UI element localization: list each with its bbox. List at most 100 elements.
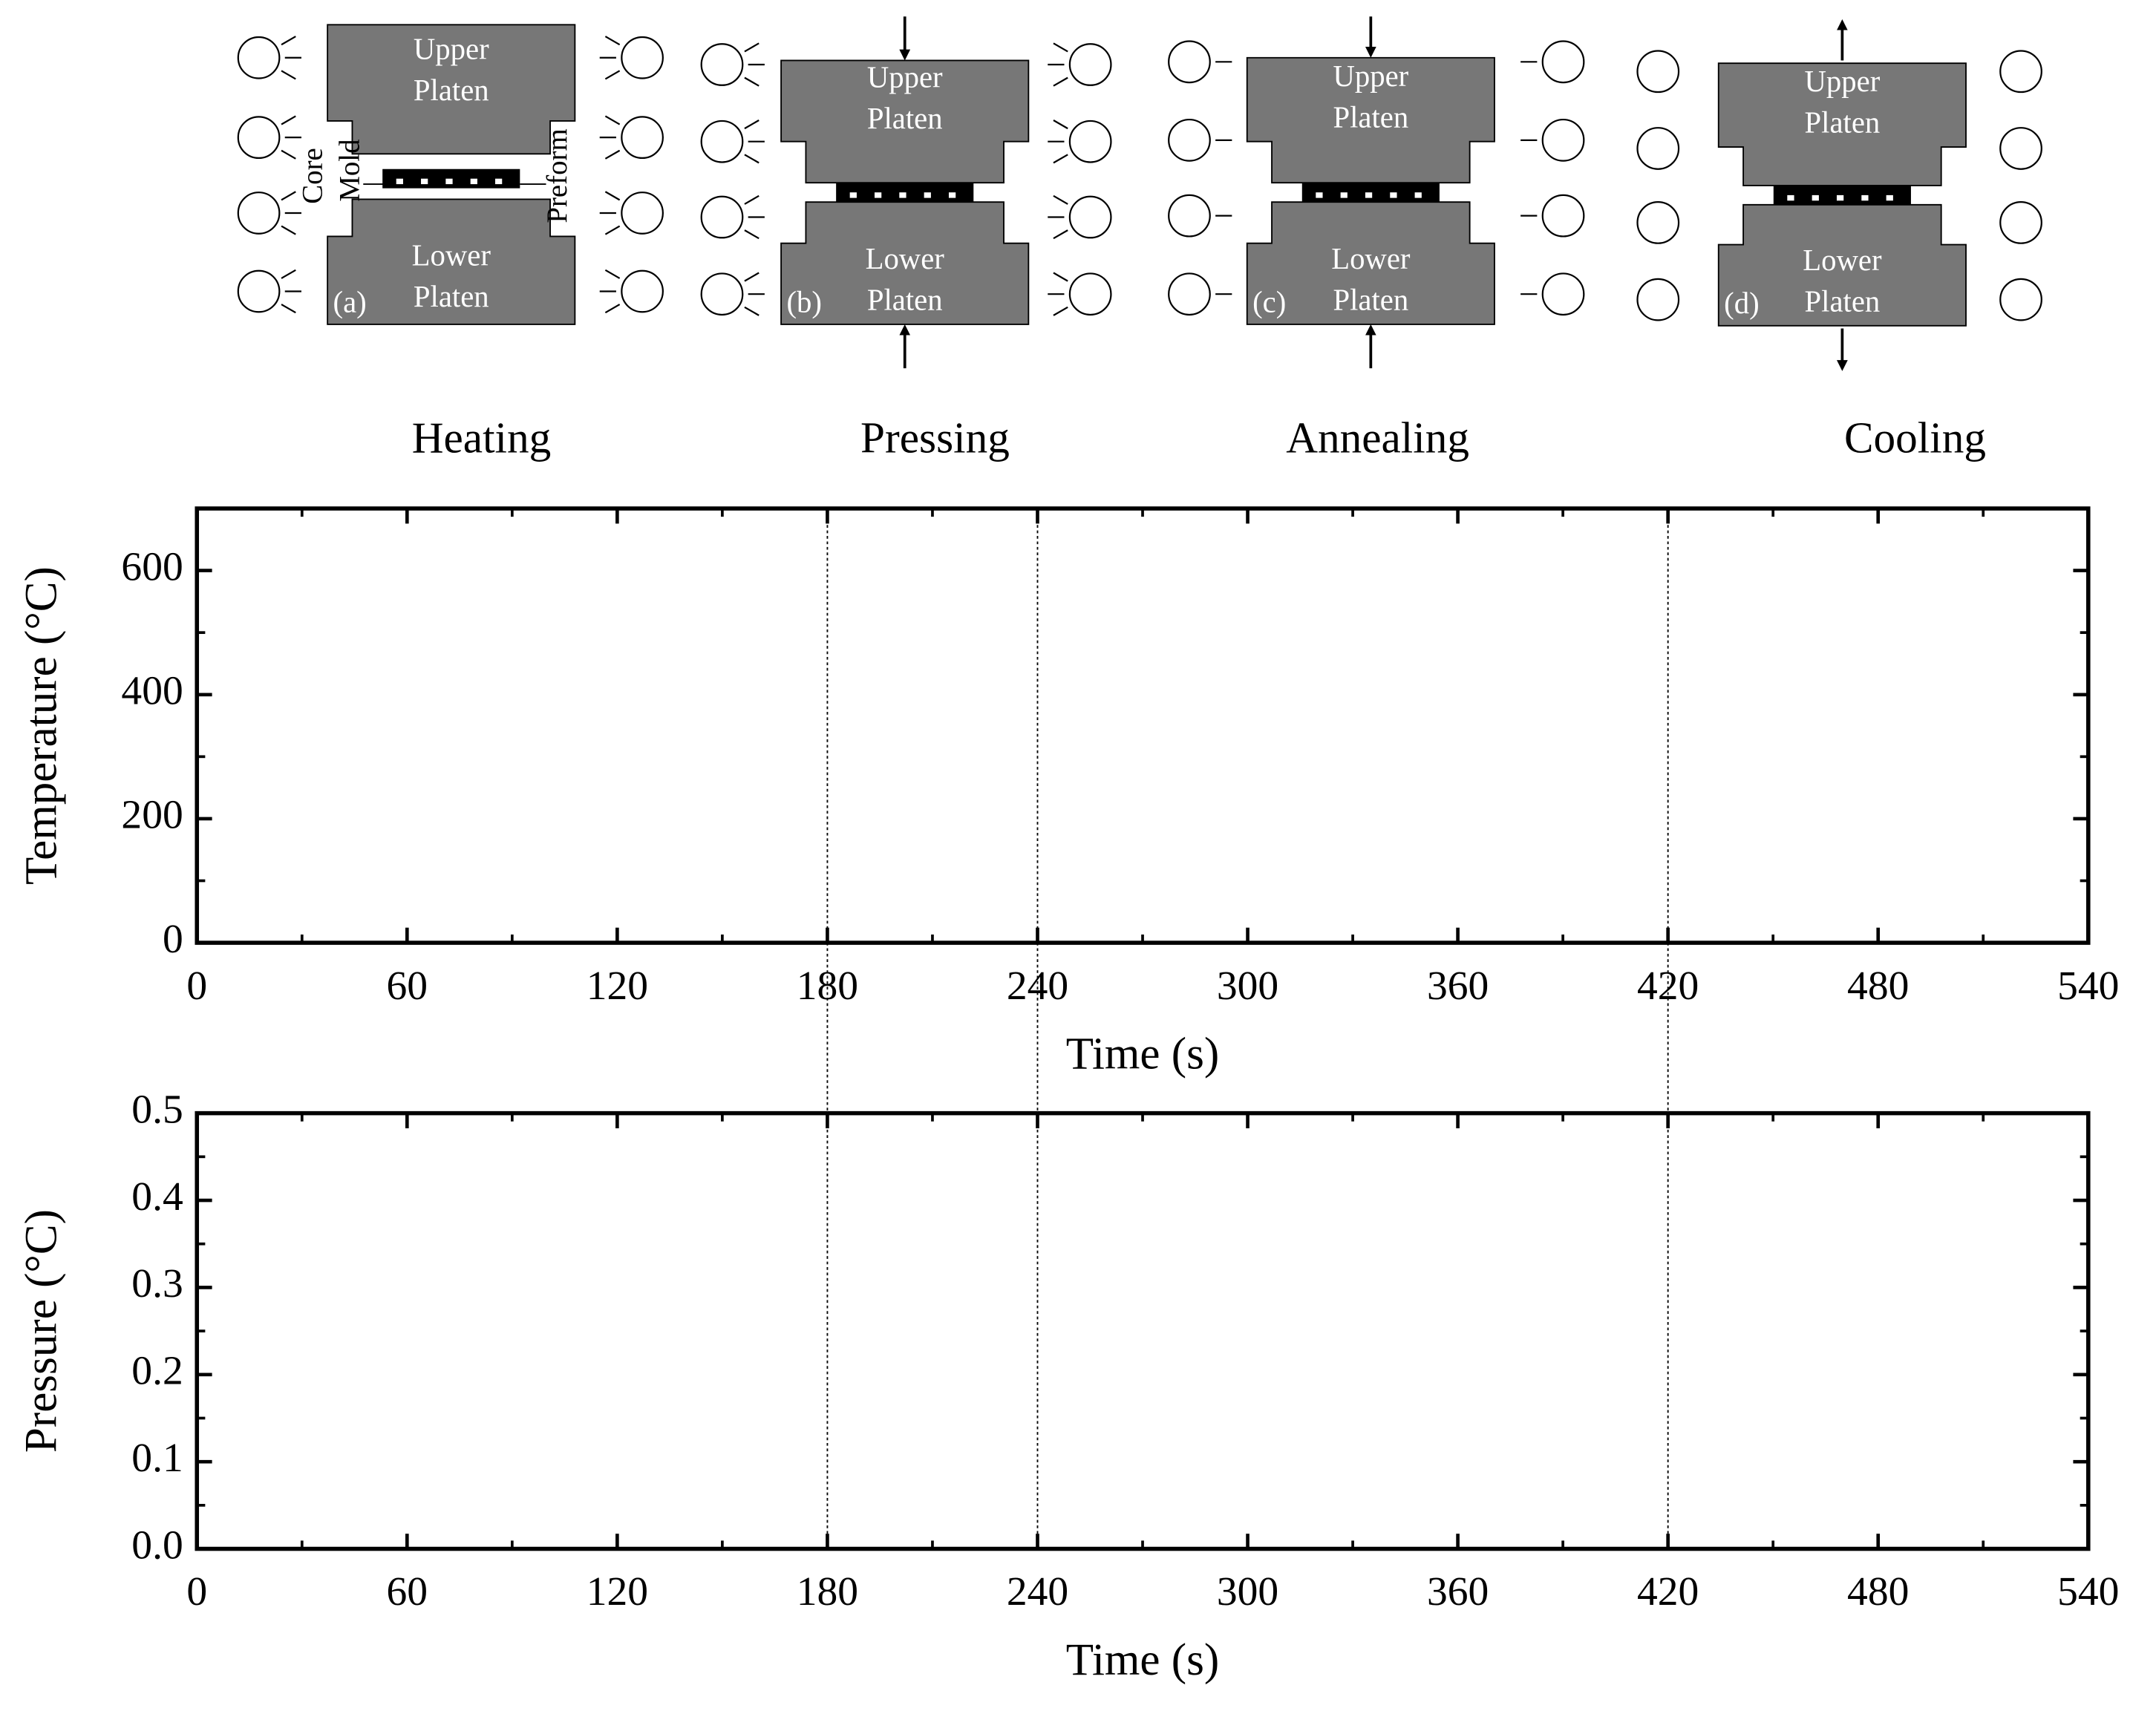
part-label: Core — [296, 148, 328, 204]
core-dot — [899, 192, 906, 198]
lamp — [1999, 127, 2042, 170]
lamp-ray — [744, 154, 760, 164]
core-dot — [1316, 192, 1323, 198]
lower-platen — [780, 201, 1030, 325]
lamp — [1168, 118, 1211, 162]
lamp — [237, 116, 281, 160]
core-dot — [470, 178, 477, 185]
x-tick-label: 480 — [1847, 1569, 1909, 1615]
lamp — [1999, 278, 2042, 321]
platen-label: Lower — [412, 238, 491, 272]
panel-label: (d) — [1724, 287, 1759, 320]
panel-label: (a) — [333, 285, 367, 318]
platen-label: Platen — [867, 284, 943, 317]
y-tick-label: 0 — [163, 917, 183, 962]
lamp-ray — [1053, 154, 1068, 164]
platen-label: Lower — [866, 242, 945, 275]
x-tick-label: 360 — [1427, 964, 1489, 1009]
lamp — [1636, 201, 1680, 244]
y-tick-label: 600 — [121, 544, 183, 589]
x-tick-label: 240 — [1007, 1569, 1068, 1615]
y-axis-title: Pressure (°C) — [17, 1209, 67, 1453]
lamp — [1068, 195, 1112, 239]
part-label: Mold — [333, 139, 365, 201]
lamp — [1999, 50, 2042, 94]
x-tick-label: 120 — [587, 1569, 648, 1615]
core-dot — [849, 192, 857, 198]
upper-platen — [1246, 56, 1495, 184]
lamp-ray — [1053, 272, 1068, 282]
stage-label: Pressing — [860, 413, 1010, 462]
core-dot — [1836, 194, 1844, 201]
lamp-ray — [1053, 42, 1068, 53]
lamp-ray — [1053, 229, 1068, 240]
lower-platen — [1717, 203, 1967, 327]
x-tick-label: 420 — [1637, 1569, 1699, 1615]
x-tick-label: 420 — [1637, 964, 1699, 1009]
core-dot — [874, 192, 882, 198]
x-tick-label: 0 — [186, 964, 207, 1009]
y-tick-label: 200 — [121, 793, 183, 838]
lamp — [621, 192, 664, 235]
core-dot — [924, 192, 931, 198]
lamp-ray — [604, 149, 621, 160]
lamp — [621, 116, 664, 160]
lamp-ray — [1053, 306, 1068, 316]
core-dot — [948, 192, 956, 198]
lamp-ray — [604, 225, 621, 235]
lamp — [1541, 194, 1585, 238]
upper-platen — [1717, 62, 1967, 186]
lamp — [237, 192, 281, 235]
lamp-ray — [604, 70, 621, 80]
plot-frame — [195, 506, 2091, 945]
y-tick-label: 0.5 — [131, 1087, 183, 1132]
stage-label: Heating — [412, 413, 552, 462]
platen-label: Platen — [1804, 106, 1880, 140]
x-tick-label: 300 — [1217, 964, 1278, 1009]
core-dot — [1340, 192, 1348, 198]
platen-label: Upper — [867, 61, 943, 94]
platen-label: Lower — [1331, 242, 1411, 275]
lamp — [1541, 118, 1585, 162]
core-dot — [1414, 192, 1422, 198]
lamp — [621, 269, 664, 313]
lamp — [237, 36, 281, 79]
lamp-ray — [281, 115, 296, 125]
core-dot — [1886, 194, 1893, 201]
lamp-ray — [281, 304, 296, 314]
platen-label: Platen — [867, 102, 943, 135]
lamp — [700, 272, 744, 316]
y-tick-label: 0.3 — [131, 1261, 183, 1306]
lamp — [1636, 127, 1680, 170]
lamp-ray — [604, 36, 621, 46]
lamp — [237, 269, 281, 313]
lamp-ray — [281, 149, 296, 160]
part-label: Preform — [541, 128, 573, 223]
panel-label: (b) — [787, 285, 822, 318]
lamp-ray — [281, 269, 296, 279]
stage-label: Cooling — [1844, 413, 1986, 462]
x-tick-label: 540 — [2057, 1569, 2119, 1615]
y-tick-label: 0.0 — [131, 1522, 183, 1568]
lower-platen — [327, 198, 576, 325]
x-tick-label: 180 — [797, 964, 858, 1009]
platen-label: Upper — [1804, 65, 1880, 98]
upper-platen — [780, 59, 1030, 184]
x-tick-label: 540 — [2057, 964, 2119, 1009]
lamp-ray — [604, 191, 621, 201]
core-dot — [445, 178, 453, 185]
core-dot — [495, 178, 503, 185]
y-tick-label: 0.1 — [131, 1436, 183, 1481]
platen-label: Upper — [414, 33, 489, 66]
panel-label: (c) — [1252, 285, 1286, 318]
core-dot — [1365, 192, 1373, 198]
core-dot — [1812, 194, 1819, 201]
lamp — [1068, 43, 1112, 86]
lamp-ray — [744, 120, 760, 130]
lamp — [1541, 40, 1585, 84]
lamp — [1636, 278, 1680, 321]
lamp — [1999, 201, 2042, 244]
core-dot — [396, 178, 403, 185]
